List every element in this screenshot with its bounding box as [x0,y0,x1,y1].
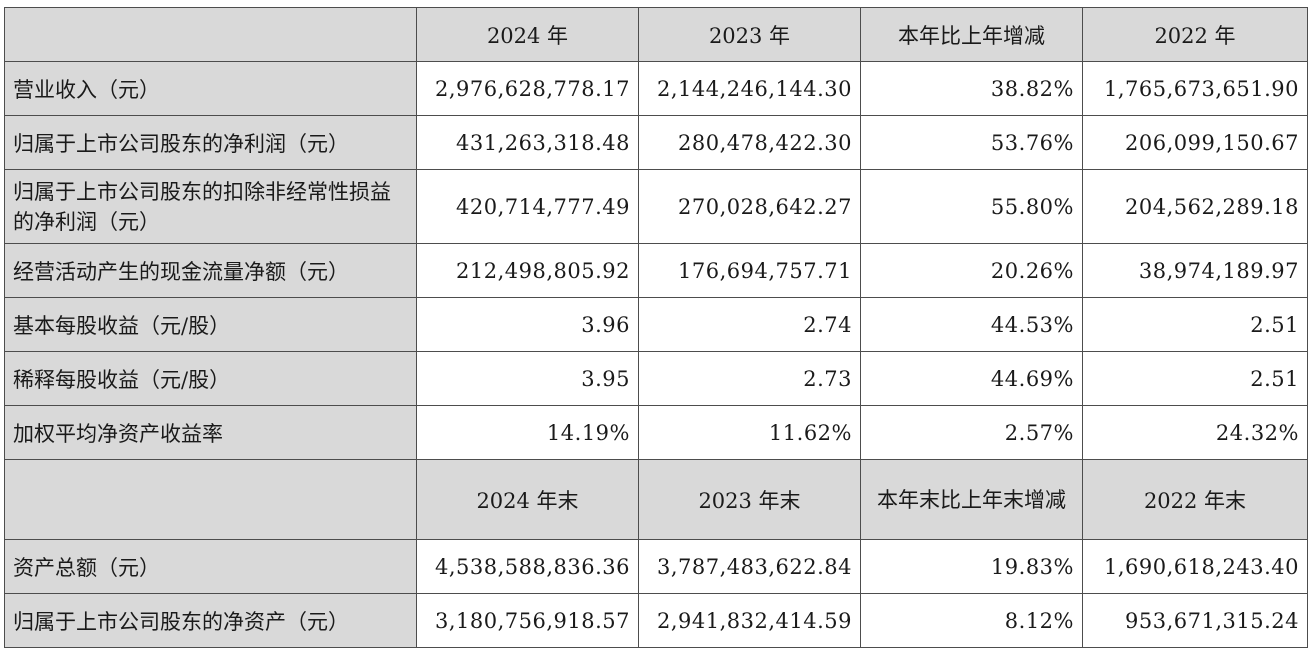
value-2022: 1,765,673,651.90 [1082,61,1308,116]
row-label: 加权平均净资产收益率 [4,405,417,460]
value-2024-end: 3,180,756,918.57 [416,593,639,648]
value-2022-end: 953,671,315.24 [1082,593,1308,648]
value-2023: 176,694,757.71 [638,243,861,298]
table-row: 加权平均净资产收益率 14.19% 11.62% 2.57% 24.32% [4,405,1308,460]
row-label: 归属于上市公司股东的净资产（元） [4,593,417,648]
header-cell-2022-end: 2022 年末 [1082,459,1308,540]
value-2022: 2.51 [1082,297,1308,352]
value-2024: 2,976,628,778.17 [416,61,639,116]
value-2024-end: 4,538,588,836.36 [416,539,639,594]
header-cell-2023: 2023 年 [638,7,861,62]
header-cell-2023-end: 2023 年末 [638,459,861,540]
value-2023: 11.62% [638,405,861,460]
header-cell-2022: 2022 年 [1082,7,1308,62]
row-label: 稀释每股收益（元/股） [4,351,417,406]
value-2024: 431,263,318.48 [416,115,639,170]
row-label: 归属于上市公司股东的扣除非经常性损益的净利润（元） [4,169,417,244]
value-change: 38.82% [860,61,1083,116]
header-row-annual: 2024 年 2023 年 本年比上年增减 2022 年 [4,7,1308,62]
header-cell-blank [4,7,417,62]
value-change: 2.57% [860,405,1083,460]
header-cell-change-end: 本年末比上年末增减 [860,459,1083,540]
table-row: 营业收入（元） 2,976,628,778.17 2,144,246,144.3… [4,61,1308,116]
value-2024: 3.95 [416,351,639,406]
header-cell-blank [4,459,417,540]
value-change: 19.83% [860,539,1083,594]
row-label: 经营活动产生的现金流量净额（元） [4,243,417,298]
header-cell-2024-end: 2024 年末 [416,459,639,540]
header-cell-2024: 2024 年 [416,7,639,62]
header-row-year-end: 2024 年末 2023 年末 本年末比上年末增减 2022 年末 [4,459,1308,540]
value-2024: 14.19% [416,405,639,460]
value-2023: 2.74 [638,297,861,352]
value-2023: 2.73 [638,351,861,406]
row-label: 营业收入（元） [4,61,417,116]
row-label: 基本每股收益（元/股） [4,297,417,352]
value-2024: 420,714,777.49 [416,169,639,244]
financial-summary-table: 2024 年 2023 年 本年比上年增减 2022 年 营业收入（元） 2,9… [4,7,1308,648]
row-label: 资产总额（元） [4,539,417,594]
value-2022: 206,099,150.67 [1082,115,1308,170]
table-row: 经营活动产生的现金流量净额（元） 212,498,805.92 176,694,… [4,243,1308,298]
value-change: 53.76% [860,115,1083,170]
value-change: 44.53% [860,297,1083,352]
value-2022: 204,562,289.18 [1082,169,1308,244]
value-2024: 3.96 [416,297,639,352]
value-2023: 280,478,422.30 [638,115,861,170]
table-row: 基本每股收益（元/股） 3.96 2.74 44.53% 2.51 [4,297,1308,352]
value-change: 8.12% [860,593,1083,648]
table-row: 资产总额（元） 4,538,588,836.36 3,787,483,622.8… [4,539,1308,594]
table-row: 归属于上市公司股东的净资产（元） 3,180,756,918.57 2,941,… [4,593,1308,648]
value-2023-end: 2,941,832,414.59 [638,593,861,648]
table-row: 归属于上市公司股东的扣除非经常性损益的净利润（元） 420,714,777.49… [4,169,1308,244]
value-change: 55.80% [860,169,1083,244]
table-row: 归属于上市公司股东的净利润（元） 431,263,318.48 280,478,… [4,115,1308,170]
value-2022: 38,974,189.97 [1082,243,1308,298]
table-row: 稀释每股收益（元/股） 3.95 2.73 44.69% 2.51 [4,351,1308,406]
value-2024: 212,498,805.92 [416,243,639,298]
value-2023: 2,144,246,144.30 [638,61,861,116]
header-cell-change: 本年比上年增减 [860,7,1083,62]
value-2022: 2.51 [1082,351,1308,406]
value-2023-end: 3,787,483,622.84 [638,539,861,594]
value-2022: 24.32% [1082,405,1308,460]
row-label: 归属于上市公司股东的净利润（元） [4,115,417,170]
value-2022-end: 1,690,618,243.40 [1082,539,1308,594]
value-change: 44.69% [860,351,1083,406]
value-2023: 270,028,642.27 [638,169,861,244]
value-change: 20.26% [860,243,1083,298]
